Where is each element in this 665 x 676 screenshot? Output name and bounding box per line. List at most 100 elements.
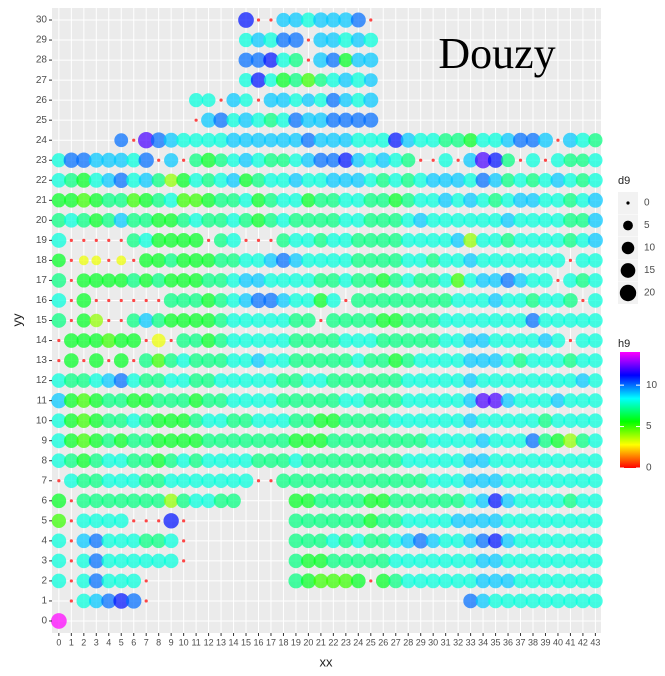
x-tick-label: 20 — [303, 637, 313, 647]
x-tick-label: 4 — [106, 637, 111, 647]
x-tick-label: 41 — [565, 637, 575, 647]
point — [587, 232, 603, 248]
point — [438, 573, 453, 589]
point — [513, 513, 528, 529]
point — [488, 413, 503, 428]
point — [300, 12, 316, 28]
point — [538, 453, 553, 469]
point — [563, 493, 578, 509]
point — [351, 413, 366, 428]
point — [425, 553, 441, 569]
point — [201, 293, 216, 308]
point — [89, 313, 104, 328]
point — [463, 473, 478, 489]
point — [188, 172, 204, 188]
point — [263, 253, 279, 268]
point — [338, 513, 354, 529]
point — [513, 373, 528, 388]
point — [263, 32, 279, 48]
point — [126, 473, 142, 489]
point — [538, 293, 553, 308]
x-tick-label: 33 — [466, 637, 476, 647]
point — [301, 193, 316, 208]
point — [138, 353, 154, 368]
point — [525, 353, 541, 368]
point — [475, 513, 491, 529]
point — [263, 112, 279, 128]
y-tick-label: 20 — [36, 215, 48, 226]
point — [550, 313, 566, 328]
point — [488, 273, 503, 288]
point — [363, 393, 379, 408]
point — [263, 92, 279, 108]
y-tick-label: 22 — [36, 175, 48, 186]
point — [588, 253, 603, 268]
y-tick-label: 19 — [36, 235, 48, 246]
point — [488, 192, 503, 208]
point — [413, 273, 429, 288]
point — [538, 533, 553, 549]
point — [151, 313, 166, 328]
point — [575, 213, 591, 228]
point — [126, 493, 142, 509]
point — [351, 453, 366, 469]
point — [488, 513, 503, 529]
point — [239, 173, 253, 188]
point — [400, 273, 416, 288]
point — [500, 212, 516, 228]
point — [326, 433, 341, 449]
point — [363, 52, 379, 68]
point — [513, 573, 528, 589]
point — [575, 493, 591, 509]
point — [338, 52, 353, 68]
point — [69, 238, 73, 242]
point — [157, 158, 161, 162]
point — [488, 213, 503, 228]
point — [76, 373, 92, 388]
point — [201, 192, 216, 208]
point — [201, 173, 216, 188]
point — [326, 233, 341, 248]
point — [113, 553, 129, 569]
point — [438, 192, 454, 208]
point — [338, 253, 354, 268]
point — [450, 293, 466, 308]
point — [238, 413, 254, 428]
point — [126, 233, 141, 248]
point — [250, 152, 267, 168]
point — [426, 253, 441, 268]
point — [401, 153, 416, 168]
point — [501, 153, 515, 168]
point — [587, 192, 603, 208]
point — [513, 473, 528, 489]
point — [51, 433, 67, 449]
point — [69, 579, 73, 583]
point — [525, 453, 541, 469]
point — [400, 192, 416, 208]
point — [238, 273, 254, 288]
point — [500, 493, 516, 509]
point — [575, 132, 591, 148]
point — [113, 493, 129, 509]
point — [213, 192, 229, 208]
point — [213, 373, 229, 388]
point — [375, 253, 391, 268]
point — [263, 333, 279, 348]
point — [575, 593, 591, 609]
point — [488, 333, 503, 348]
point — [400, 253, 416, 268]
point — [88, 373, 104, 388]
point — [388, 213, 404, 228]
point — [538, 333, 553, 348]
point — [575, 373, 591, 388]
point — [538, 192, 553, 208]
point — [113, 513, 129, 529]
point — [164, 273, 179, 288]
point — [138, 453, 154, 469]
point — [126, 172, 142, 188]
point — [375, 493, 391, 509]
point — [276, 12, 291, 28]
y-axis-label: yy — [9, 313, 24, 327]
x-tick-label: 30 — [428, 637, 438, 647]
point — [500, 593, 516, 609]
